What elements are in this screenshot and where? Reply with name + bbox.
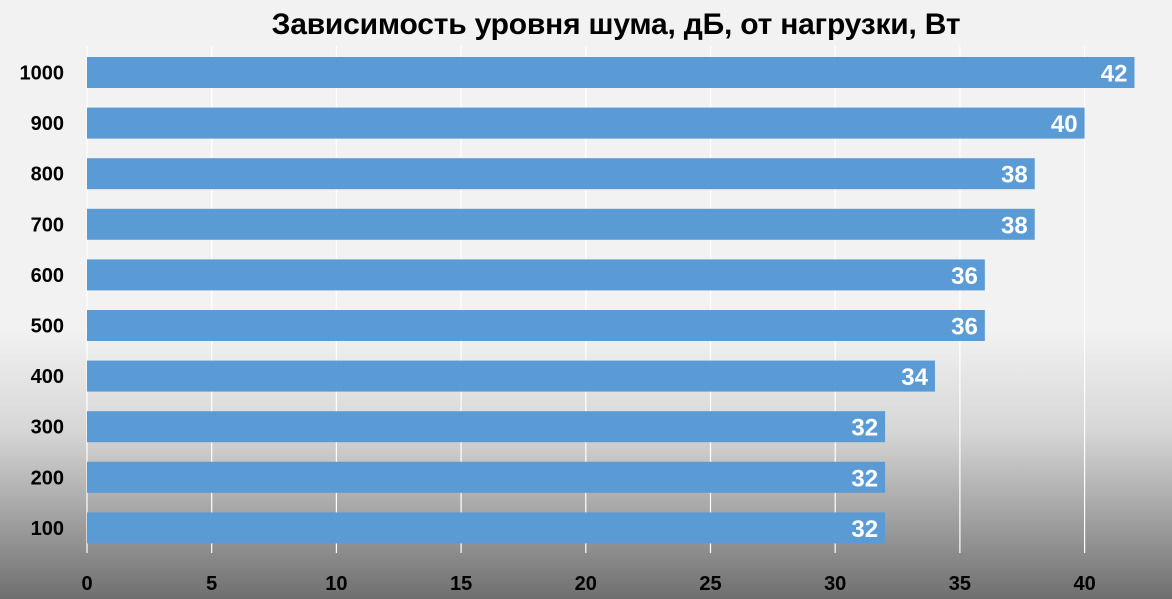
y-axis-labels: 1000 900 800 700 600 500 400 300 200 100 <box>20 63 65 540</box>
y-tick-label-100: 100 <box>31 518 64 540</box>
y-tick-label-200: 200 <box>31 467 64 489</box>
bar-200 <box>87 461 886 493</box>
bar-700 <box>87 208 1035 240</box>
x-tick-label-3: 15 <box>450 573 472 595</box>
chart-title: Зависимость уровня шума, дБ, от нагрузки… <box>271 8 961 41</box>
data-label-300: 32 <box>851 415 878 442</box>
bar-100 <box>87 512 886 544</box>
y-tick-label-500: 500 <box>31 316 64 338</box>
y-tick-label-700: 700 <box>31 214 64 236</box>
data-label-800: 38 <box>1001 162 1028 189</box>
x-tick-label-5: 25 <box>699 573 721 595</box>
data-label-1000: 42 <box>1101 61 1128 88</box>
y-tick-label-1000: 1000 <box>20 63 65 85</box>
data-label-100: 32 <box>851 516 878 543</box>
bar-500 <box>87 310 985 341</box>
x-tick-label-2: 10 <box>325 573 347 595</box>
x-tick-label-4: 20 <box>575 573 597 595</box>
bar-800 <box>87 158 1035 190</box>
data-label-600: 36 <box>951 263 978 290</box>
bar-layer: 42 40 38 38 36 36 34 32 32 32 <box>87 57 1135 544</box>
y-tick-label-800: 800 <box>31 164 64 186</box>
data-label-200: 32 <box>851 465 878 492</box>
data-label-500: 36 <box>951 314 978 341</box>
y-tick-label-400: 400 <box>31 366 64 388</box>
data-label-400: 34 <box>901 364 928 391</box>
x-tick-label-6: 30 <box>824 573 846 595</box>
y-tick-label-300: 300 <box>31 417 64 439</box>
y-tick-label-600: 600 <box>31 265 64 287</box>
bar-300 <box>87 411 886 443</box>
x-tick-label-8: 40 <box>1073 573 1095 595</box>
data-label-700: 38 <box>1001 212 1028 239</box>
bar-900 <box>87 107 1085 139</box>
x-axis-labels: 0 5 10 15 20 25 30 35 40 <box>81 573 1095 595</box>
bar-1000 <box>87 57 1135 88</box>
data-label-900: 40 <box>1051 111 1078 138</box>
y-tick-label-900: 900 <box>31 113 64 135</box>
x-tick-label-1: 5 <box>206 573 217 595</box>
bar-600 <box>87 259 985 291</box>
x-tick-label-7: 35 <box>949 573 971 595</box>
bar-400 <box>87 360 935 392</box>
x-tick-label-0: 0 <box>81 573 92 595</box>
